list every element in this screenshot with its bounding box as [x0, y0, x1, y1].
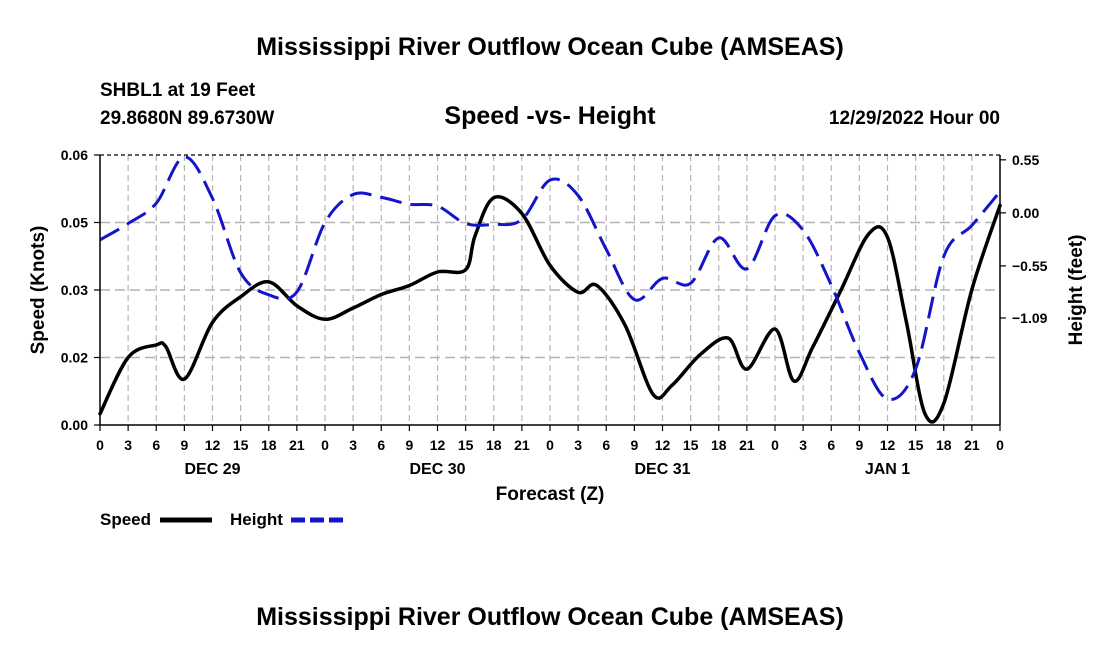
y-tick-label: 0.03	[61, 282, 88, 298]
station-label: SHBL1 at 19 Feet	[100, 80, 256, 101]
x-tick-label: 0	[321, 437, 329, 453]
y2-tick-label: −0.55	[1012, 258, 1048, 274]
x-tick-label: 3	[574, 437, 582, 453]
x-tick-label: 0	[771, 437, 779, 453]
x-tick-label: 6	[152, 437, 160, 453]
run-time-label: 12/29/2022 Hour 00	[829, 108, 1000, 129]
x-tick-label: 18	[936, 437, 952, 453]
x-tick-label: 0	[546, 437, 554, 453]
x-tick-label: 9	[855, 437, 863, 453]
footer-title: Mississippi River Outflow Ocean Cube (AM…	[256, 603, 844, 631]
day-label: DEC 31	[634, 461, 690, 478]
main-title: Mississippi River Outflow Ocean Cube (AM…	[256, 33, 844, 61]
series-line-speed	[98, 195, 1002, 424]
y2-tick-label: 0.00	[1012, 205, 1039, 221]
y-axis-title: Speed (Knots)	[28, 226, 49, 355]
y2-tick-label: −1.09	[1012, 310, 1048, 326]
x-tick-label: 21	[289, 437, 305, 453]
y-tick-label: 0.02	[61, 350, 88, 366]
series-line-height	[99, 155, 1002, 401]
y-tick-label: 0.00	[61, 417, 88, 433]
x-tick-label: 15	[233, 437, 249, 453]
x-tick-label: 0	[96, 437, 104, 453]
x-tick-label: 18	[261, 437, 277, 453]
x-tick-label: 21	[964, 437, 980, 453]
grid	[100, 155, 1000, 425]
axes-layer: 0 3 6 9 12 15 18 21 0 3 6 9 12 15 18 21 0 3 6 9 12 15 18 21 0 3 6 9…	[61, 147, 1048, 478]
x-tick-label: 3	[799, 437, 807, 453]
legend: Speed Height	[100, 510, 343, 529]
plot-title: Speed -vs- Height	[444, 102, 656, 130]
x-tick-label: 15	[683, 437, 699, 453]
x-tick-label: 21	[514, 437, 530, 453]
x-tick-label: 6	[602, 437, 610, 453]
x-tick-label: 9	[405, 437, 413, 453]
day-label: DEC 30	[409, 461, 465, 478]
x-tick-label: 18	[711, 437, 727, 453]
x-tick-label: 21	[739, 437, 755, 453]
y-tick-label: 0.05	[61, 215, 88, 231]
x-tick-label: 12	[880, 437, 896, 453]
y2-tick-label: 0.55	[1012, 152, 1039, 168]
series-layer	[98, 155, 1002, 424]
x-tick-label: 12	[655, 437, 671, 453]
x-tick-label: 15	[458, 437, 474, 453]
x-tick-label: 9	[630, 437, 638, 453]
y-tick-label: 0.06	[61, 147, 88, 163]
legend-height-label: Height	[230, 510, 283, 529]
coords-label: 29.8680N 89.6730W	[100, 108, 274, 129]
day-label: DEC 29	[184, 461, 240, 478]
x-tick-label: 18	[486, 437, 502, 453]
x-tick-label: 12	[430, 437, 446, 453]
x-tick-label: 6	[377, 437, 385, 453]
x-tick-label: 9	[180, 437, 188, 453]
x-tick-label: 3	[349, 437, 357, 453]
day-label: JAN 1	[865, 461, 910, 478]
x-tick-label: 12	[205, 437, 221, 453]
legend-speed-label: Speed	[100, 510, 151, 529]
x-tick-label: 6	[827, 437, 835, 453]
x-tick-label: 15	[908, 437, 924, 453]
x-tick-label: 0	[996, 437, 1004, 453]
x-axis-title: Forecast (Z)	[496, 484, 605, 505]
y2-axis-title: Height (feet)	[1066, 235, 1087, 346]
x-tick-label: 3	[124, 437, 132, 453]
